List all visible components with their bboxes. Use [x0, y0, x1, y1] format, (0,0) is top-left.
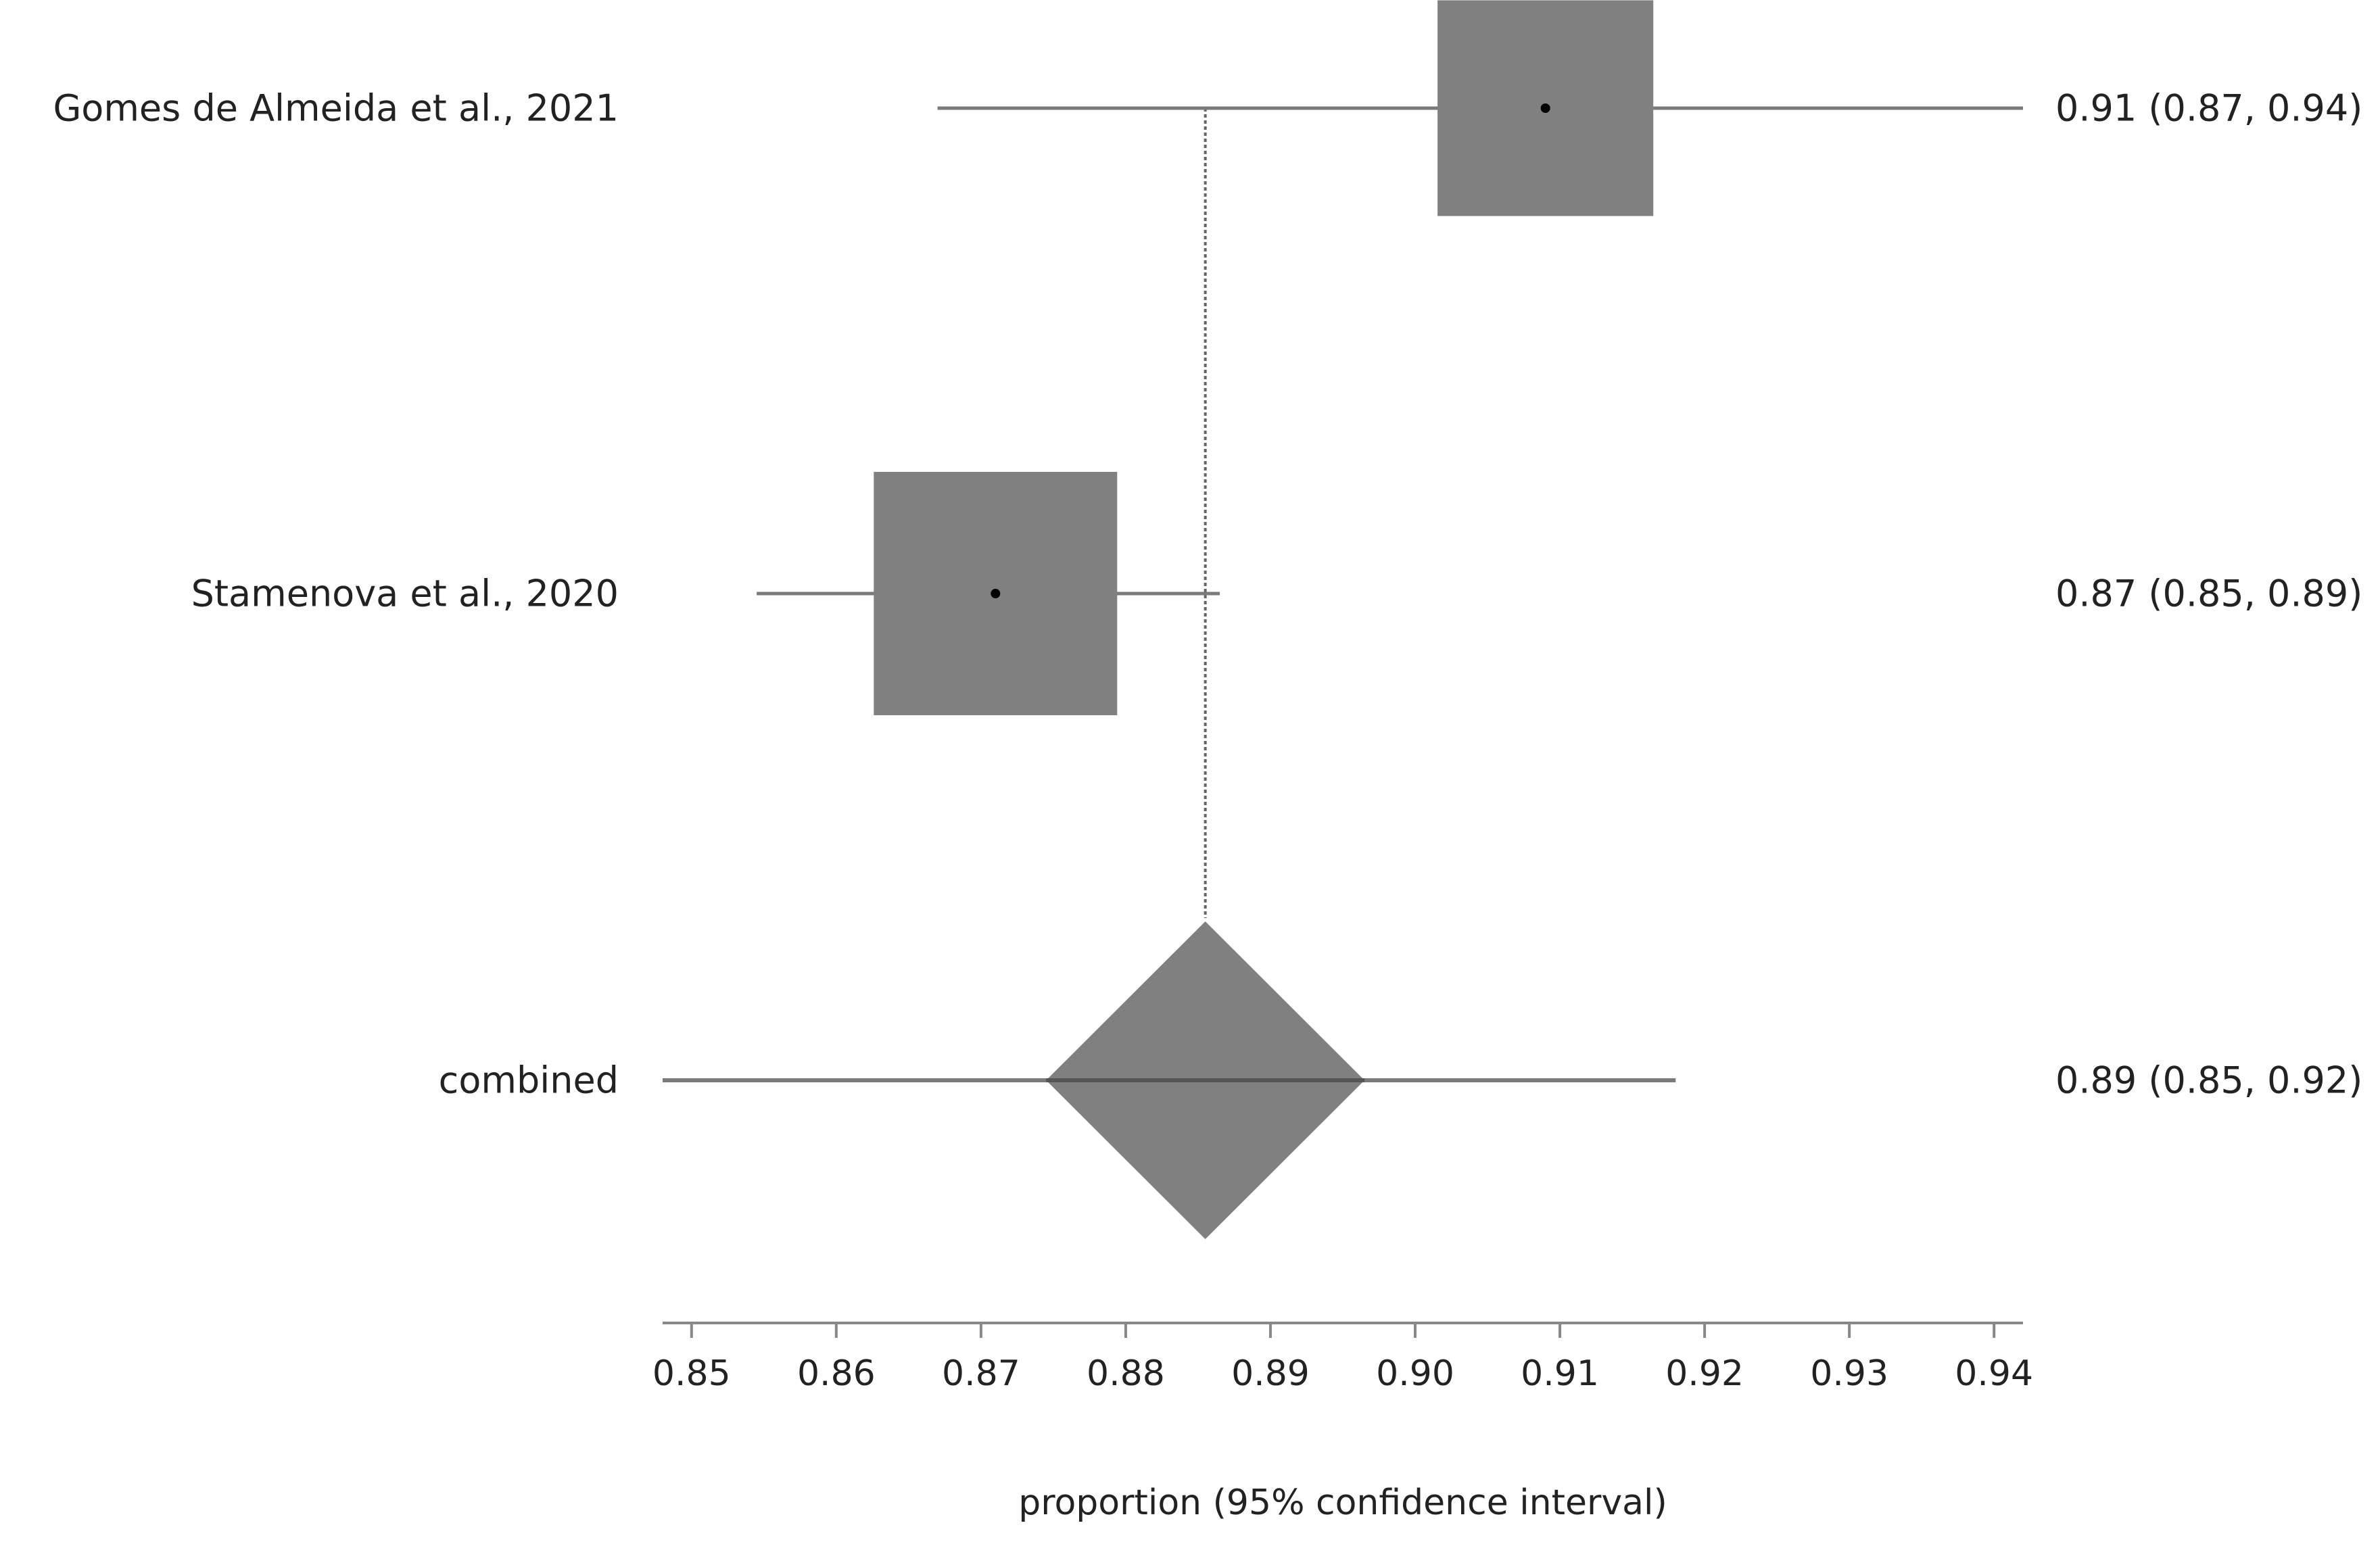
x-axis: 0.85 0.86 0.87 0.88 0.89 0.90 0.91 0.92 0.93 0.94 — [652, 1322, 2033, 1394]
combined-ci-text: 0.89 (0.85, 0.92) — [2055, 1059, 2362, 1102]
combined-label: combined — [439, 1059, 619, 1102]
study-1-point-estimate — [1540, 103, 1550, 113]
plot-area: Gomes de Almeida et al., 2021 0.91 (0.87,… — [53, 0, 2362, 1239]
study-2-ci-text: 0.87 (0.85, 0.89) — [2055, 573, 2362, 615]
study-1-label: Gomes de Almeida et al., 2021 — [53, 87, 619, 130]
x-tick-label: 0.93 — [1810, 1353, 1888, 1394]
study-2-label: Stamenova et al., 2020 — [191, 573, 619, 615]
study-1-ci-text: 0.91 (0.87, 0.94) — [2055, 87, 2362, 130]
x-tick-label: 0.94 — [1955, 1353, 2033, 1394]
x-tick-label: 0.87 — [942, 1353, 1020, 1394]
x-tick-label: 0.92 — [1665, 1353, 1744, 1394]
x-tick-label: 0.88 — [1087, 1353, 1165, 1394]
x-tick-label: 0.89 — [1231, 1353, 1310, 1394]
x-tick-label: 0.85 — [652, 1353, 731, 1394]
x-tick-label: 0.91 — [1521, 1353, 1599, 1394]
x-tick-label: 0.86 — [797, 1353, 876, 1394]
x-axis-title: proportion (95% confidence interval) — [1018, 1483, 1667, 1523]
study-2-point-estimate — [991, 589, 1001, 598]
x-tick-label: 0.90 — [1376, 1353, 1454, 1394]
